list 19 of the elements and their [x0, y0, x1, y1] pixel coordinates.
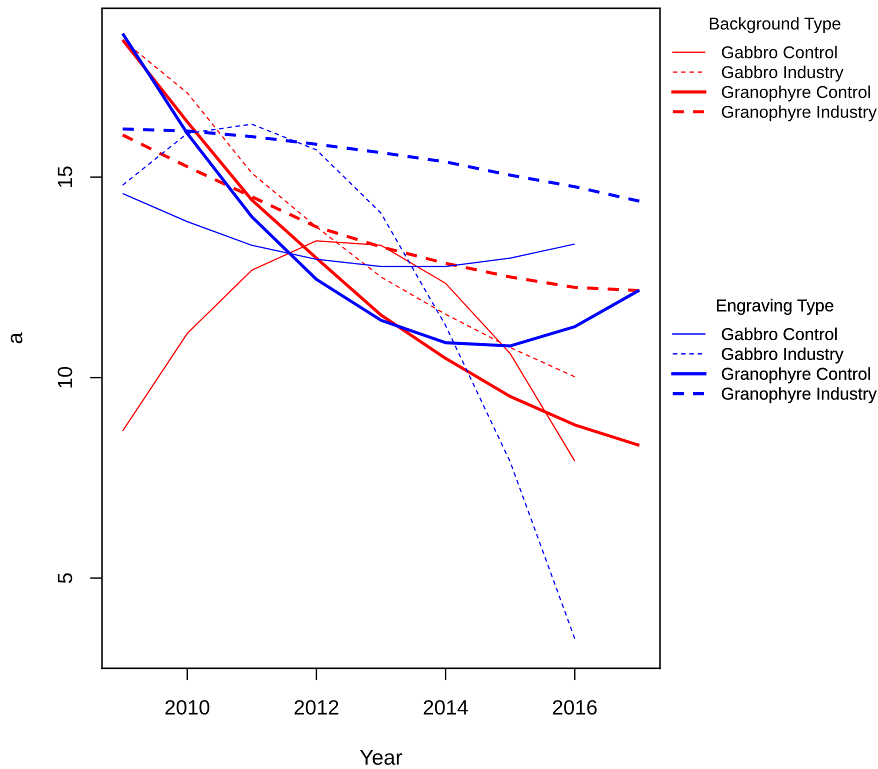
- legend-label: Granophyre Control: [722, 86, 870, 102]
- x-tick-label: 2010: [165, 700, 210, 715]
- legend-label: Gabbro Industry: [722, 347, 844, 364]
- x-tick-label: 2016: [552, 700, 597, 715]
- y-tick-label: 10: [58, 366, 72, 388]
- legend-label: Granophyre Industry: [722, 105, 877, 122]
- y-axis-title: a: [10, 332, 22, 344]
- x-axis-title: Year: [360, 750, 402, 765]
- legend-label: Granophyre Control: [722, 367, 870, 384]
- x-tick-label: 2012: [294, 700, 338, 715]
- legend-label: Gabbro Control: [722, 328, 837, 340]
- y-tick-label: 15: [58, 166, 72, 187]
- text: Engraving Type: [717, 298, 834, 315]
- legend-label: Granophyre Industry: [722, 387, 877, 404]
- legend-label: Gabbro Control: [722, 46, 837, 58]
- x-tick-label: 2014: [424, 700, 468, 715]
- text: Background Type: [710, 17, 840, 34]
- y-tick-label: 5: [58, 573, 72, 583]
- legend-label: Gabbro Industry: [722, 66, 844, 82]
